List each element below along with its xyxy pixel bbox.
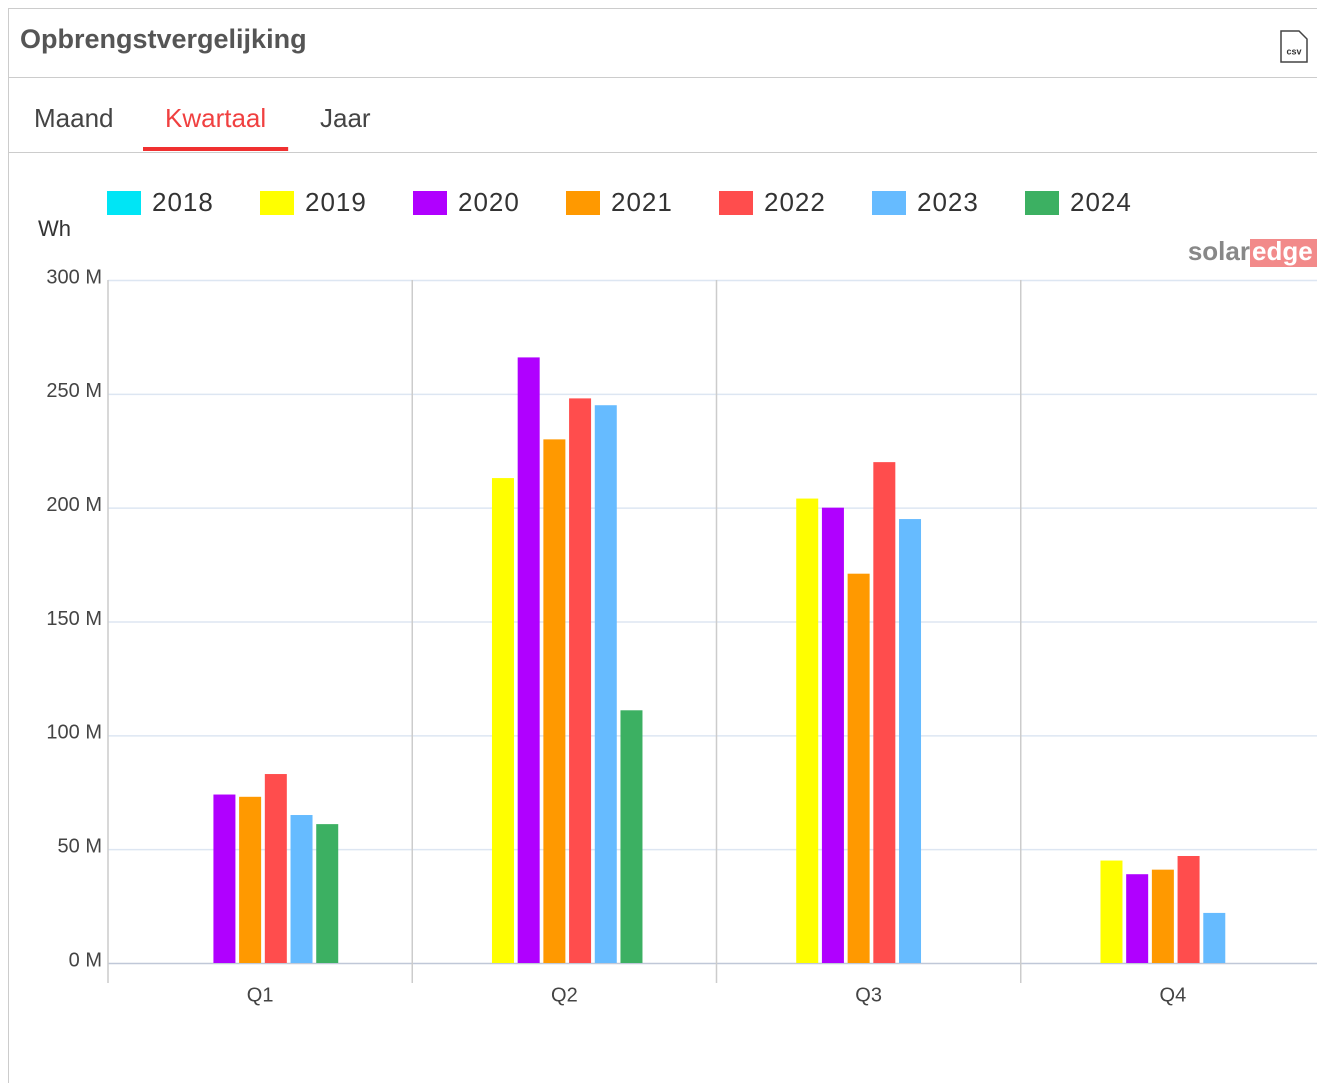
brand-right: edge (1252, 236, 1313, 266)
bar (873, 462, 896, 963)
x-tick-label: Q1 (247, 984, 274, 1006)
y-tick-label: 300 M (46, 266, 102, 288)
brand-box (1250, 239, 1317, 267)
csv-button[interactable]: csv (1280, 30, 1308, 63)
y-tick-label: 0 M (69, 949, 102, 971)
bar (1203, 912, 1226, 963)
y-tick-label: 250 M (46, 380, 102, 402)
y-tick-label: 50 M (58, 835, 102, 857)
bar (517, 357, 540, 963)
y-axis-label: Wh (38, 216, 71, 241)
bar (821, 507, 844, 963)
legend-label: 2022 (764, 187, 826, 217)
bar (1126, 874, 1149, 963)
legend-swatch (260, 191, 294, 215)
x-tick-label: Q4 (1160, 984, 1187, 1006)
csv-icon-label: csv (1286, 46, 1301, 56)
tab-underline (143, 147, 289, 151)
y-tick-label: 150 M (46, 608, 102, 630)
bar (569, 398, 592, 963)
bar (1177, 855, 1200, 963)
bar (213, 794, 236, 963)
tab[interactable]: Kwartaal (165, 103, 266, 133)
bar (239, 796, 262, 963)
y-tick-label: 200 M (46, 494, 102, 516)
bar (543, 439, 566, 963)
bar (899, 519, 922, 963)
legend-swatch (413, 191, 447, 215)
legend-swatch (1025, 191, 1059, 215)
legend-label: 2018 (152, 187, 214, 217)
bar (620, 710, 643, 963)
legend-label: 2019 (305, 187, 367, 217)
brand-left: solar (1188, 236, 1250, 266)
bar (491, 478, 514, 963)
bar (796, 498, 819, 963)
x-tick-label: Q3 (855, 984, 882, 1006)
tab[interactable]: Jaar (320, 103, 371, 133)
legend-swatch (872, 191, 906, 215)
x-tick-label: Q2 (551, 984, 578, 1006)
y-tick-label: 100 M (46, 722, 102, 744)
csv-icon (1280, 30, 1308, 63)
legend-label: 2024 (1070, 187, 1132, 217)
legend-label: 2020 (458, 187, 520, 217)
bar (847, 573, 870, 963)
legend-swatch (107, 191, 141, 215)
bar (594, 405, 617, 963)
bar (264, 774, 287, 963)
legend-swatch (566, 191, 600, 215)
bar (316, 824, 339, 963)
bar (1100, 860, 1123, 963)
legend-label: 2021 (611, 187, 673, 217)
bar (290, 815, 313, 963)
tab[interactable]: Maand (34, 103, 114, 133)
bar (1151, 869, 1174, 963)
legend-label: 2023 (917, 187, 979, 217)
widget-title: Opbrengstvergelijking (20, 24, 307, 54)
legend-swatch (719, 191, 753, 215)
